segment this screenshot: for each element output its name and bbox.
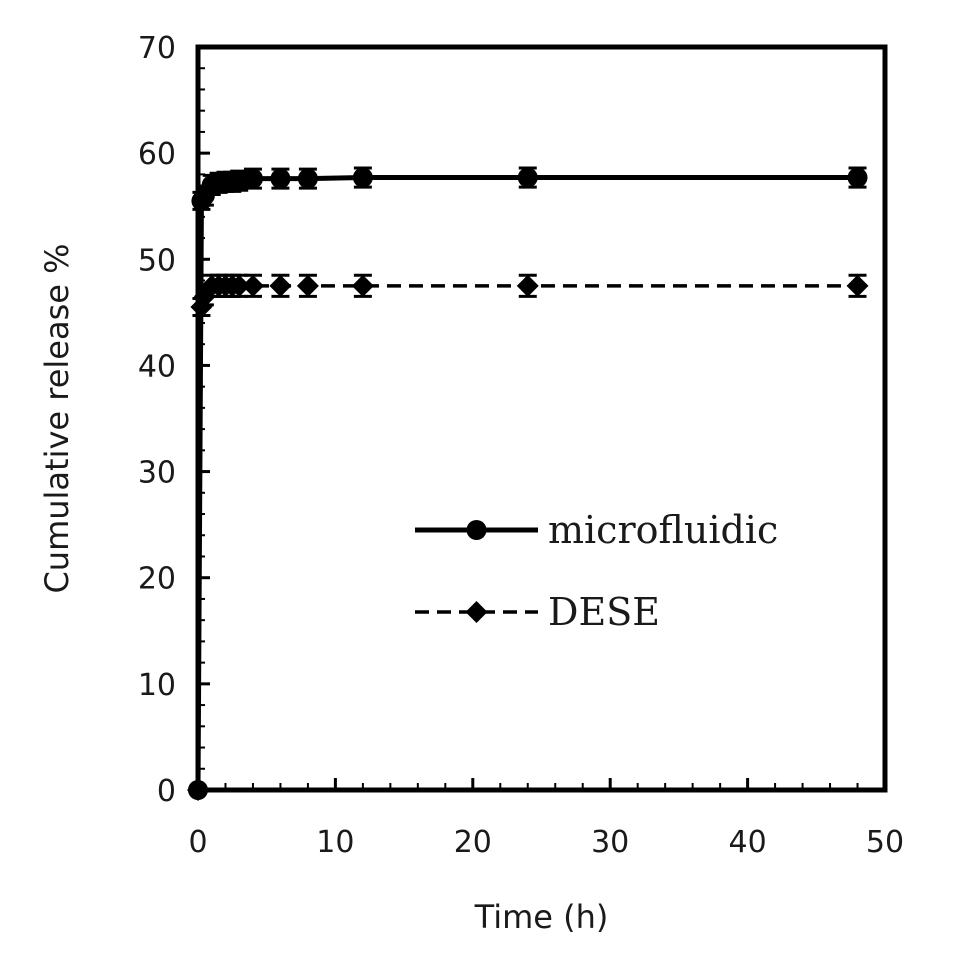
y-tick-label: 30 [138,456,176,491]
data-point-dese [296,274,319,297]
series-microfluidic [188,166,868,800]
x-tick-label: 10 [316,825,354,860]
x-tick-label: 40 [729,825,767,860]
legend: microfluidic DESE [415,508,778,634]
legend-item-microfluidic: microfluidic [415,508,778,552]
y-axis-ticks: 0 10 20 30 40 50 60 70 [138,31,210,809]
x-axis-ticks: 0 10 20 30 40 50 [188,778,904,860]
plot-frame [195,44,888,793]
data-point-microfluidic [242,168,263,189]
x-tick-label: 20 [454,825,492,860]
y-tick-label: 10 [138,668,176,703]
legend-marker [466,520,487,540]
series-dese [187,273,869,801]
y-tick-label: 60 [138,137,176,172]
series-line-microfluidic [195,175,858,791]
legend-item-dese: DESE [415,590,660,634]
data-point-dese [187,779,209,801]
data-point-dese [516,274,539,297]
data-point-microfluidic [270,168,291,189]
legend-label: DESE [548,590,660,634]
series-layer [187,166,869,801]
data-point-dese [241,274,264,297]
x-tick-label: 0 [188,825,207,860]
y-tick-label: 50 [138,243,176,278]
x-axis-title: Time (h) [474,898,609,936]
data-point-dese [846,274,869,297]
data-point-microfluidic [847,167,868,188]
data-point-dese [269,274,292,297]
y-tick-label: 20 [138,562,176,597]
data-point-microfluidic [517,167,538,188]
data-point-dese [351,274,374,297]
x-tick-label: 50 [866,825,904,860]
y-tick-label: 40 [138,349,176,384]
x-tick-label: 30 [591,825,629,860]
data-point-microfluidic [352,167,373,188]
legend-label: microfluidic [548,508,778,552]
y-tick-label: 70 [138,31,176,66]
plot-border [195,44,888,793]
data-point-dese [228,274,251,297]
y-tick-label: 0 [157,774,176,809]
y-axis-title: Cumulative release % [38,243,76,593]
legend-marker [465,601,488,623]
data-point-microfluidic [297,168,318,189]
